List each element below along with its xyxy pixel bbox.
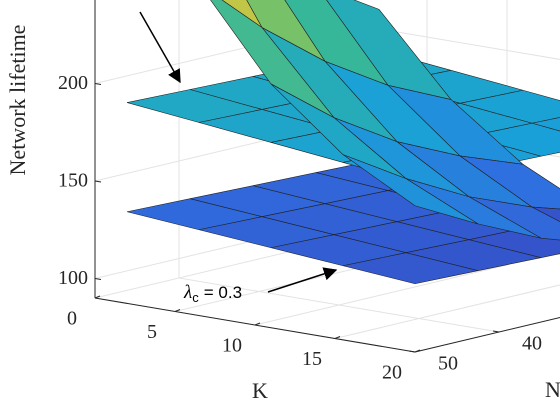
annotation: λc = 0.3	[183, 282, 242, 305]
surface-cell	[531, 117, 560, 132]
z-tick	[94, 278, 102, 280]
annotation-text: = 0.3	[204, 283, 242, 302]
annotation-arrow	[139, 11, 181, 84]
z-tick	[94, 83, 102, 85]
x-tick-label: 10	[222, 335, 242, 357]
y-tick-label: 40	[522, 333, 542, 355]
surface-cell	[342, 252, 479, 285]
annotation-arrow	[267, 267, 338, 293]
z-tick	[94, 180, 102, 183]
x-tick	[334, 336, 341, 339]
x-tick	[254, 322, 261, 326]
y-tick	[492, 330, 500, 333]
surfaces	[126, 0, 560, 285]
x-tick	[414, 349, 421, 353]
x-tick-label: 15	[302, 348, 322, 370]
y-tick	[408, 350, 416, 353]
surface-cell	[342, 154, 479, 225]
x-tick-label: 0	[67, 308, 77, 330]
z-tick-label: 150	[58, 170, 88, 192]
z-tick-label: 100	[58, 267, 88, 289]
z-axis-label: Network lifetime	[5, 25, 30, 176]
x-tick-label: 20	[382, 362, 402, 384]
x-tick	[174, 309, 181, 312]
y-axis-label: N	[545, 377, 560, 402]
z-tick-label: 200	[58, 72, 88, 94]
y-tick-label: 50	[438, 353, 458, 375]
x-tick-label: 5	[147, 321, 157, 343]
annotation-subscript: c	[192, 290, 199, 305]
annotation-symbol: λ	[183, 282, 192, 303]
x-tick	[94, 295, 101, 299]
axis-line	[414, 316, 560, 353]
x-axis-label: K	[252, 378, 268, 403]
axes: 100 150 200 0 5 10 15 20 50 40	[58, 0, 560, 384]
grid-line	[178, 0, 500, 333]
